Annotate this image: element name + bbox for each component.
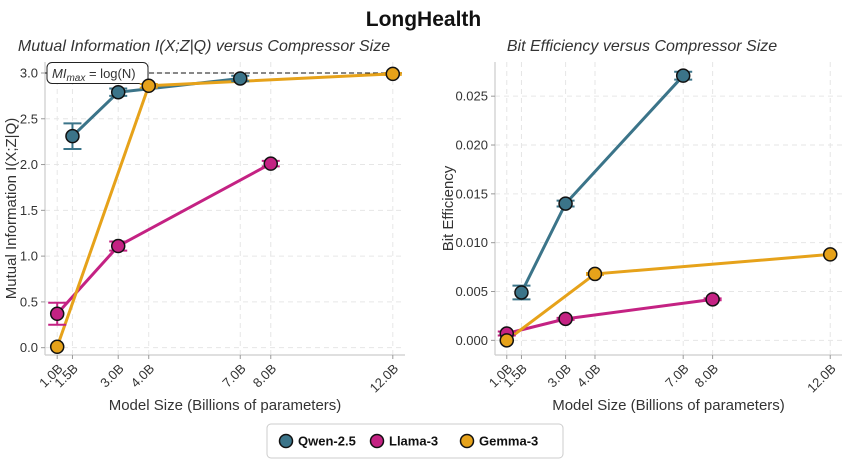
y-tick-label: 3.0 <box>20 65 38 80</box>
legend-marker <box>369 433 385 449</box>
max-mi-label-box <box>46 61 149 84</box>
data-point <box>558 311 573 327</box>
data-point <box>558 196 573 211</box>
legend-label: Gemma-3 <box>479 434 538 449</box>
data-point <box>385 66 401 82</box>
data-point <box>49 339 65 355</box>
y-tick-label: 2.5 <box>20 111 38 126</box>
y-tick-label: 0.5 <box>20 294 38 309</box>
series-line-llama-3 <box>56 162 272 315</box>
legend: Qwen-2.5 Llama-3 Gemma-3 <box>266 423 564 459</box>
x-tick-label: 4.0B <box>128 361 158 391</box>
data-point <box>587 266 603 282</box>
panel-title: Bit Efficiency versus Compressor Size <box>507 38 777 55</box>
data-point <box>65 128 80 144</box>
y-tick-label: 0.000 <box>455 333 488 348</box>
y-axis-label: Bit Efficiency <box>440 165 457 251</box>
data-point <box>675 68 691 83</box>
y-tick-label: 0.015 <box>455 186 488 201</box>
x-tick-label: 8.0B <box>250 361 280 391</box>
data-point <box>822 247 838 262</box>
legend-box <box>266 423 564 459</box>
x-tick-label: 8.0B <box>692 361 722 391</box>
x-axis-label: Model Size (Billions of parameters) <box>109 397 342 414</box>
data-point <box>233 71 248 86</box>
x-tick-label: 12.0B <box>804 361 839 396</box>
data-point <box>49 306 65 322</box>
x-tick-label: 12.0B <box>367 361 402 396</box>
data-point <box>499 333 515 348</box>
data-point <box>110 84 126 100</box>
figure-title: LongHealth <box>366 8 482 31</box>
y-tick-label: 2.0 <box>20 157 38 172</box>
panel-title: Mutual Information I(X;Z|Q) versus Compr… <box>18 38 390 55</box>
legend-label: Qwen-2.5 <box>298 434 356 449</box>
max-mi-label: MImax = log(N) <box>52 66 136 84</box>
y-tick-label: 0.010 <box>455 235 488 250</box>
legend-marker <box>459 433 475 449</box>
x-axis-label: Model Size (Billions of parameters) <box>552 397 785 414</box>
y-tick-label: 1.0 <box>20 249 38 264</box>
y-tick-label: 0.0 <box>20 340 38 355</box>
y-tick-label: 0.005 <box>455 284 488 299</box>
x-tick-label: 7.0B <box>662 361 692 391</box>
x-tick-label: 3.0B <box>545 361 575 391</box>
y-tick-label: 0.020 <box>455 138 488 153</box>
series-line-qwen-2-5 <box>520 74 685 294</box>
mutual-information-panel: 0.00.51.01.52.02.53.01.0B1.5B 3.0B 4.0B 7.0… <box>3 38 405 414</box>
data-point <box>705 292 720 307</box>
y-tick-label: 1.5 <box>20 203 38 218</box>
legend-marker <box>278 433 294 449</box>
data-point <box>263 156 279 171</box>
x-tick-label: 4.0B <box>574 361 604 391</box>
y-axis-label: Mutual Information I(X;Z|Q) <box>3 118 20 299</box>
x-tick-label: 3.0B <box>97 361 127 391</box>
data-point <box>514 285 529 300</box>
legend-label: Llama-3 <box>389 434 438 449</box>
data-point <box>141 78 156 94</box>
data-point <box>110 238 126 254</box>
series-line-gemma-3 <box>505 252 831 342</box>
x-tick-label: 7.0B <box>219 361 249 391</box>
y-tick-label: 0.025 <box>455 89 488 104</box>
